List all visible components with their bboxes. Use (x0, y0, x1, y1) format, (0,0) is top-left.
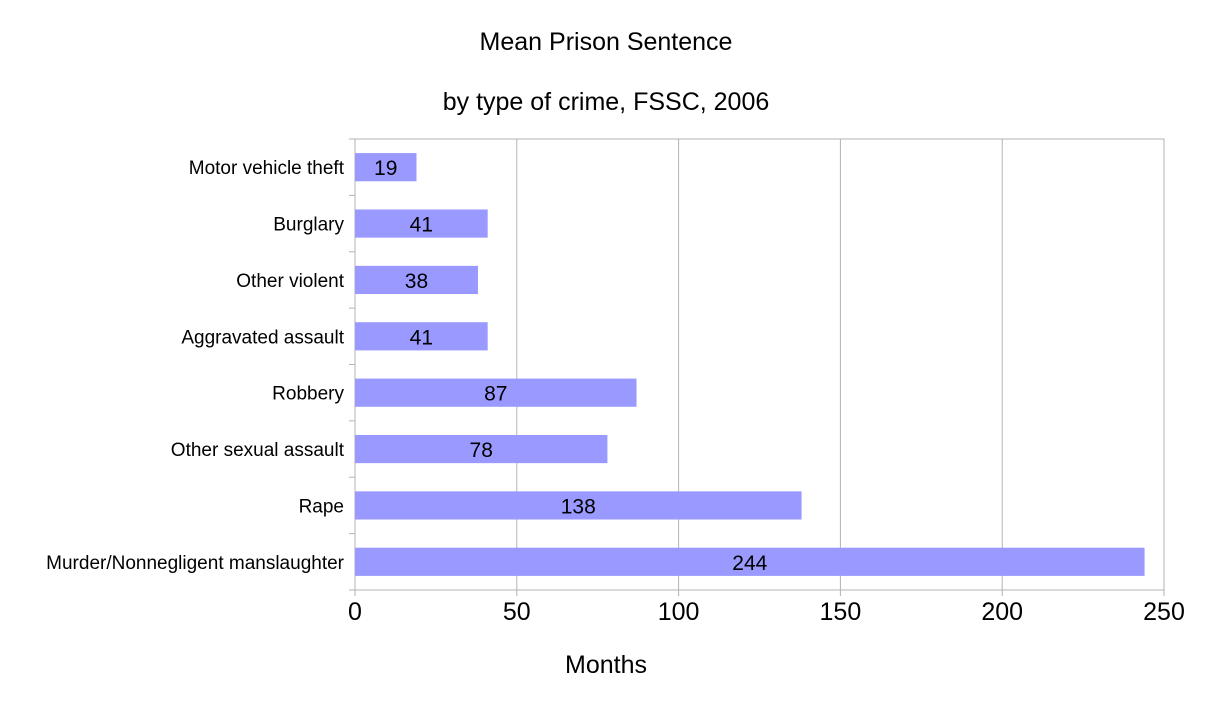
x-tick-label: 250 (1143, 598, 1185, 626)
bar (355, 209, 488, 238)
data-label: 41 (410, 214, 433, 237)
chart-subtitle: by type of crime, FSSC, 2006 (443, 88, 770, 116)
bar (355, 153, 417, 182)
x-tick-label: 100 (658, 598, 700, 626)
bar (355, 322, 488, 351)
category-labels: Motor vehicle theft Burglary Other violent… (46, 158, 345, 574)
x-tick-label: 50 (503, 598, 531, 626)
category-label: Other sexual assault (171, 440, 345, 461)
chart-title: Mean Prison Sentence (480, 28, 733, 56)
plot-area (354, 138, 1165, 591)
x-tick-labels: 0 50 100 150 200 250 (348, 598, 1185, 626)
gridlines (349, 138, 1165, 596)
x-axis-title: Months (565, 651, 647, 679)
x-tick-label: 0 (348, 598, 362, 626)
bars: 19 41 38 41 87 78 138 244 (355, 153, 1145, 576)
bar (355, 491, 802, 520)
x-tick-label: 200 (981, 598, 1023, 626)
category-label: Motor vehicle theft (189, 158, 345, 179)
data-label: 41 (410, 326, 433, 349)
data-label: 244 (732, 552, 767, 575)
bar (355, 547, 1145, 576)
x-tick-label: 150 (820, 598, 862, 626)
category-label: Robbery (272, 384, 344, 405)
category-label: Murder/Nonnegligent manslaughter (46, 553, 345, 574)
category-label: Other violent (236, 271, 344, 292)
data-label: 138 (561, 495, 596, 518)
category-label: Burglary (273, 215, 344, 236)
data-label: 78 (470, 439, 493, 462)
bar (355, 378, 637, 407)
category-label: Rape (299, 496, 344, 517)
bar (355, 265, 478, 295)
data-label: 19 (374, 157, 397, 180)
data-label: 87 (484, 383, 507, 406)
data-label: 38 (405, 270, 428, 293)
category-label: Aggravated assault (181, 327, 344, 348)
bar (355, 434, 608, 464)
